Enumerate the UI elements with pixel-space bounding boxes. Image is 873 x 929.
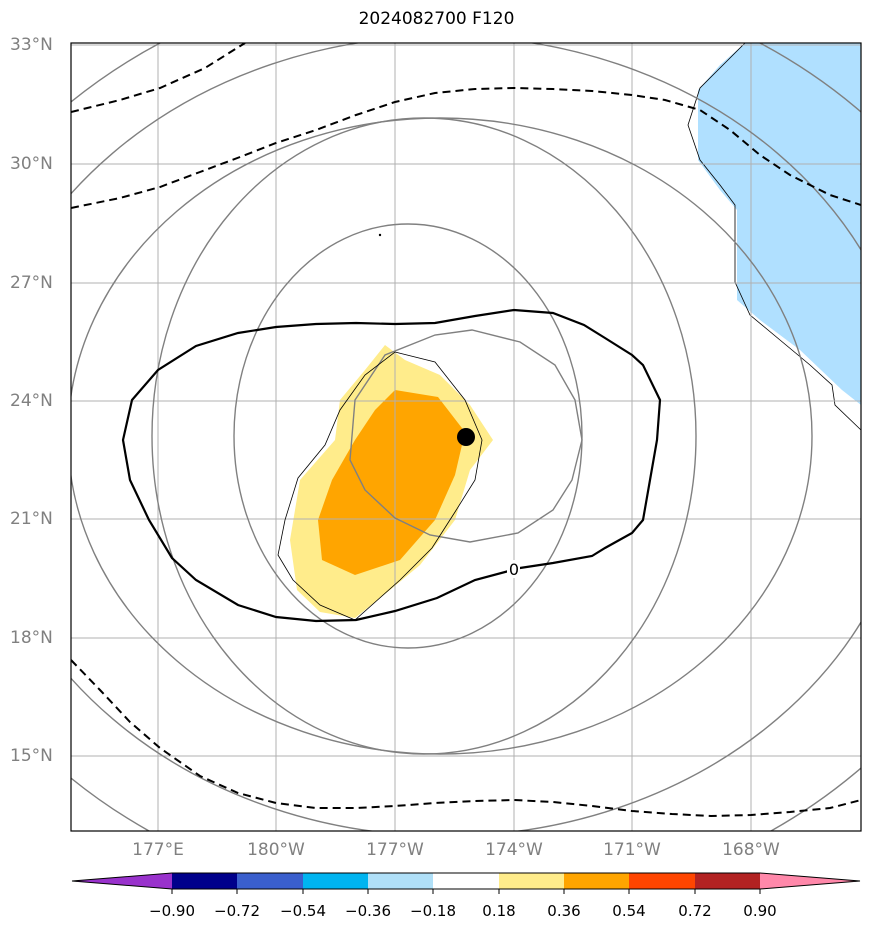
colorbar-tick-label: 0.72	[678, 902, 712, 920]
lat-label: 18°N	[10, 628, 53, 648]
colorbar-tick-label: −0.36	[345, 902, 391, 920]
lat-label: 21°N	[10, 509, 53, 529]
contour-label-box	[507, 560, 520, 578]
thin-contour	[277, 351, 483, 621]
colorbar-tick-label: 0.90	[743, 902, 777, 920]
lat-label: 30°N	[10, 154, 53, 174]
small-dot	[378, 233, 382, 237]
lon-label: 177°E	[132, 840, 184, 860]
lat-label: 24°N	[10, 391, 53, 411]
gray-contours	[71, 43, 861, 831]
graticule	[71, 43, 861, 831]
lon-label: 174°W	[485, 840, 543, 860]
coastline	[687, 43, 861, 431]
colorbar-tick-label: −0.18	[410, 902, 456, 920]
colorbar-tick-label: −0.54	[280, 902, 326, 920]
lon-label: 171°W	[603, 840, 661, 860]
storm-center-marker	[457, 428, 475, 446]
colorbar-tick-label: −0.72	[214, 902, 260, 920]
colorbar-tick-label: −0.90	[149, 902, 195, 920]
lat-label: 27°N	[10, 273, 53, 293]
lon-label: 177°W	[366, 840, 424, 860]
colorbar-tick-label: 0.36	[547, 902, 581, 920]
land-area	[698, 43, 861, 405]
lat-label: 33°N	[10, 35, 53, 55]
dashed-contours	[71, 43, 861, 818]
lon-label: 180°W	[247, 840, 305, 860]
map-title: 2024082700 F120	[358, 9, 515, 29]
contour-label: 0	[509, 560, 519, 579]
lat-label: 15°N	[10, 746, 53, 766]
colorbar-tick-label: 0.18	[482, 902, 516, 920]
map-frame	[70, 42, 862, 832]
colorbar-tick-label: 0.54	[612, 902, 646, 920]
zero-contour	[121, 308, 662, 623]
lon-label: 168°W	[722, 840, 780, 860]
shading-orange	[318, 390, 465, 575]
